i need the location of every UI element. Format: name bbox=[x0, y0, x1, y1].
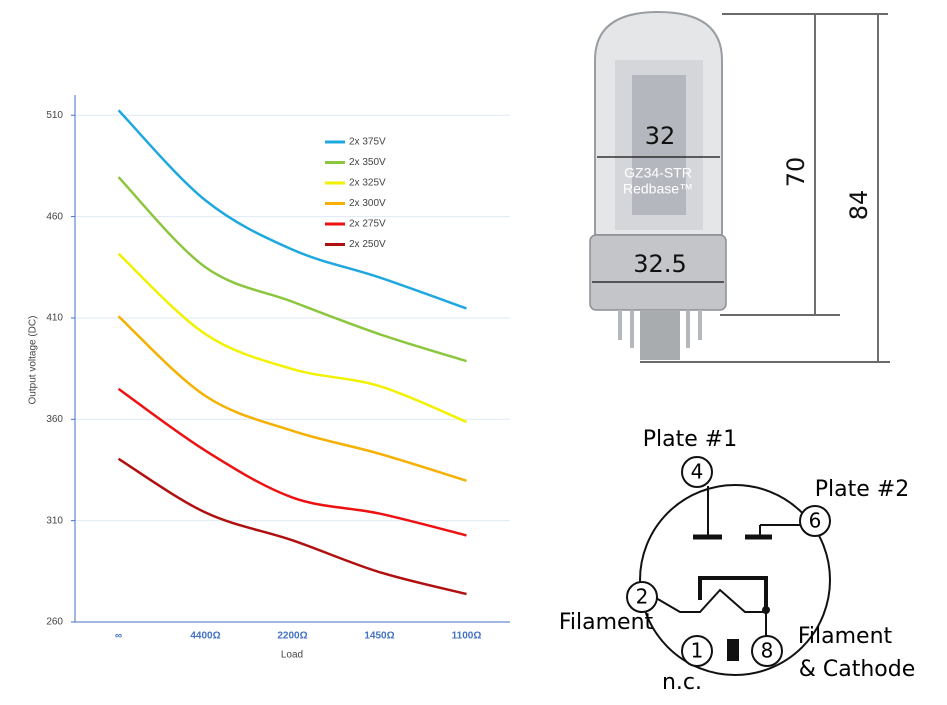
tube-key bbox=[640, 310, 680, 360]
x-axis-label: Load bbox=[281, 650, 303, 661]
y-tick-label: 510 bbox=[46, 110, 63, 121]
dimension-label: 32.5 bbox=[633, 250, 686, 278]
line bbox=[117, 315, 467, 482]
y-tick-label: 260 bbox=[46, 617, 63, 628]
pin-number: 1 bbox=[691, 639, 704, 663]
legend-label: 2x 325V bbox=[349, 178, 386, 189]
pinout bbox=[626, 456, 831, 676]
line bbox=[117, 252, 467, 424]
x-tick-label: 4400Ω bbox=[190, 631, 220, 642]
pin-number: 6 bbox=[809, 509, 822, 533]
pin-number: 4 bbox=[691, 460, 704, 484]
line bbox=[117, 176, 467, 363]
pin-label: Plate #2 bbox=[815, 477, 909, 502]
legend-label: 2x 375V bbox=[349, 137, 386, 148]
dimension-lines bbox=[592, 13, 890, 363]
pin-label: Filament bbox=[798, 624, 893, 649]
legend-label: 2x 250V bbox=[349, 239, 386, 250]
pin-label: & Cathode bbox=[799, 657, 916, 682]
pin-label: n.c. bbox=[662, 670, 702, 695]
y-tick-label: 310 bbox=[46, 515, 63, 526]
legend-label: 2x 300V bbox=[349, 198, 386, 209]
tube-label: Redbase™ bbox=[623, 181, 693, 197]
tube-plate bbox=[632, 75, 686, 215]
y-axis-label: Output voltage (DC) bbox=[28, 316, 39, 405]
dimension-label: 70 bbox=[782, 157, 810, 188]
x-tick-label: 2200Ω bbox=[277, 631, 307, 642]
dimension-label: 84 bbox=[845, 190, 873, 221]
line bbox=[117, 387, 467, 537]
y-tick-label: 460 bbox=[46, 211, 63, 222]
x-tick-label: ∞ bbox=[115, 631, 122, 642]
line bbox=[117, 109, 467, 310]
tube: GZ34-STR Redbase™ 32 32.5 70 84 bbox=[589, 10, 890, 363]
tube-internals bbox=[615, 60, 703, 230]
pin-label: Plate #1 bbox=[643, 427, 737, 452]
x-tick-label: 1100Ω bbox=[452, 631, 482, 642]
tube-label: GZ34-STR bbox=[624, 165, 692, 181]
tube-pins bbox=[618, 310, 702, 348]
pin-number: 2 bbox=[636, 585, 649, 609]
x-tick-label: 1450Ω bbox=[364, 631, 394, 642]
dimension-label: 32 bbox=[645, 122, 676, 150]
y-tick-label: 410 bbox=[46, 313, 63, 324]
chart: Output voltage (DC) Load 260 310 360 410 460… bbox=[28, 95, 510, 661]
line bbox=[117, 457, 467, 596]
envelope bbox=[639, 484, 831, 676]
legend-label: 2x 350V bbox=[349, 157, 386, 168]
legend-label: 2x 275V bbox=[349, 219, 386, 230]
y-tick-label: 360 bbox=[46, 414, 63, 425]
pin-number: 8 bbox=[761, 639, 774, 663]
pin-labels: 4 Plate #1 6 Plate #2 2 Filament 1 n.c. … bbox=[559, 427, 915, 695]
pin-label: Filament bbox=[559, 610, 654, 635]
